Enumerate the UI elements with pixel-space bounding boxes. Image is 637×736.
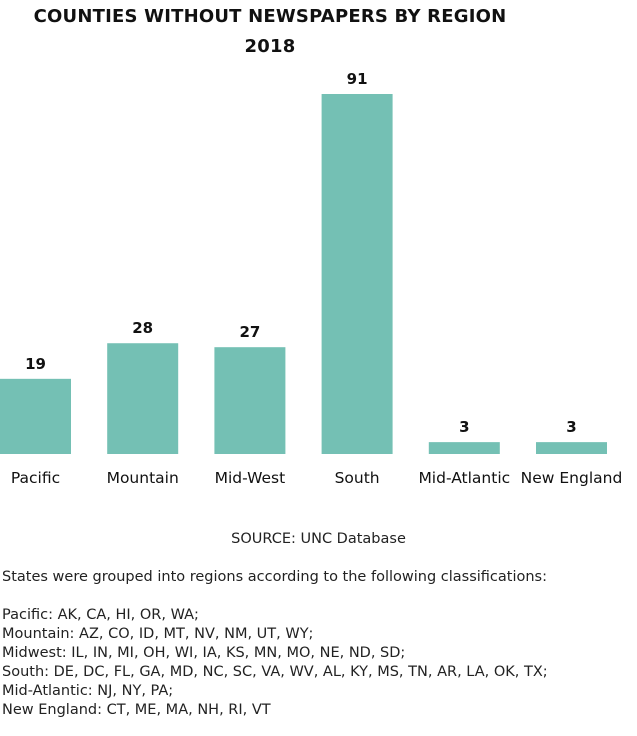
bar-south: [321, 94, 393, 454]
notes-line-mountain: Mountain: AZ, CO, ID, MT, NV, NM, UT, WY…: [2, 626, 314, 642]
chart-subtitle: 2018: [244, 36, 296, 57]
category-label-mountain: Mountain: [107, 469, 179, 487]
notes-line-pacific: Pacific: AK, CA, HI, OR, WA;: [2, 607, 199, 623]
notes-intro: States were grouped into regions accordi…: [2, 569, 547, 585]
bar-mid-atlantic: [428, 442, 500, 454]
bar-new-england: [536, 442, 607, 454]
value-label-mid-west: 27: [239, 323, 260, 341]
category-label-south: South: [335, 469, 380, 487]
category-label-mid-atlantic: Mid-Atlantic: [418, 469, 510, 487]
category-label-mid-west: Mid-West: [215, 469, 286, 487]
notes-line-mid-atlantic: Mid-Atlantic: NJ, NY, PA;: [2, 683, 174, 699]
bar-pacific: [0, 378, 71, 454]
value-label-mountain: 28: [132, 319, 153, 337]
bar-mid-west: [214, 347, 286, 454]
source-note: SOURCE: UNC Database: [231, 531, 406, 547]
bar-mountain: [107, 343, 179, 454]
value-label-new-england: 3: [566, 418, 576, 436]
chart-title: COUNTIES WITHOUT NEWSPAPERS BY REGION: [33, 6, 507, 27]
bar-chart: 19 Pacific 28 Mountain 27 Mid-West 91 South 3 Mid…: [0, 70, 623, 487]
value-label-mid-atlantic: 3: [459, 418, 469, 436]
notes-line-new-england: New England: CT, ME, MA, NH, RI, VT: [2, 702, 271, 718]
value-label-south: 91: [347, 70, 368, 88]
value-label-pacific: 19: [25, 355, 46, 373]
notes-line-midwest: Midwest: IL, IN, MI, OH, WI, IA, KS, MN,…: [2, 645, 406, 661]
notes-line-south: South: DE, DC, FL, GA, MD, NC, SC, VA, W…: [2, 664, 548, 680]
category-label-pacific: Pacific: [11, 469, 60, 487]
classification-notes: States were grouped into regions accordi…: [2, 568, 634, 720]
category-label-new-england: New England: [521, 469, 623, 487]
